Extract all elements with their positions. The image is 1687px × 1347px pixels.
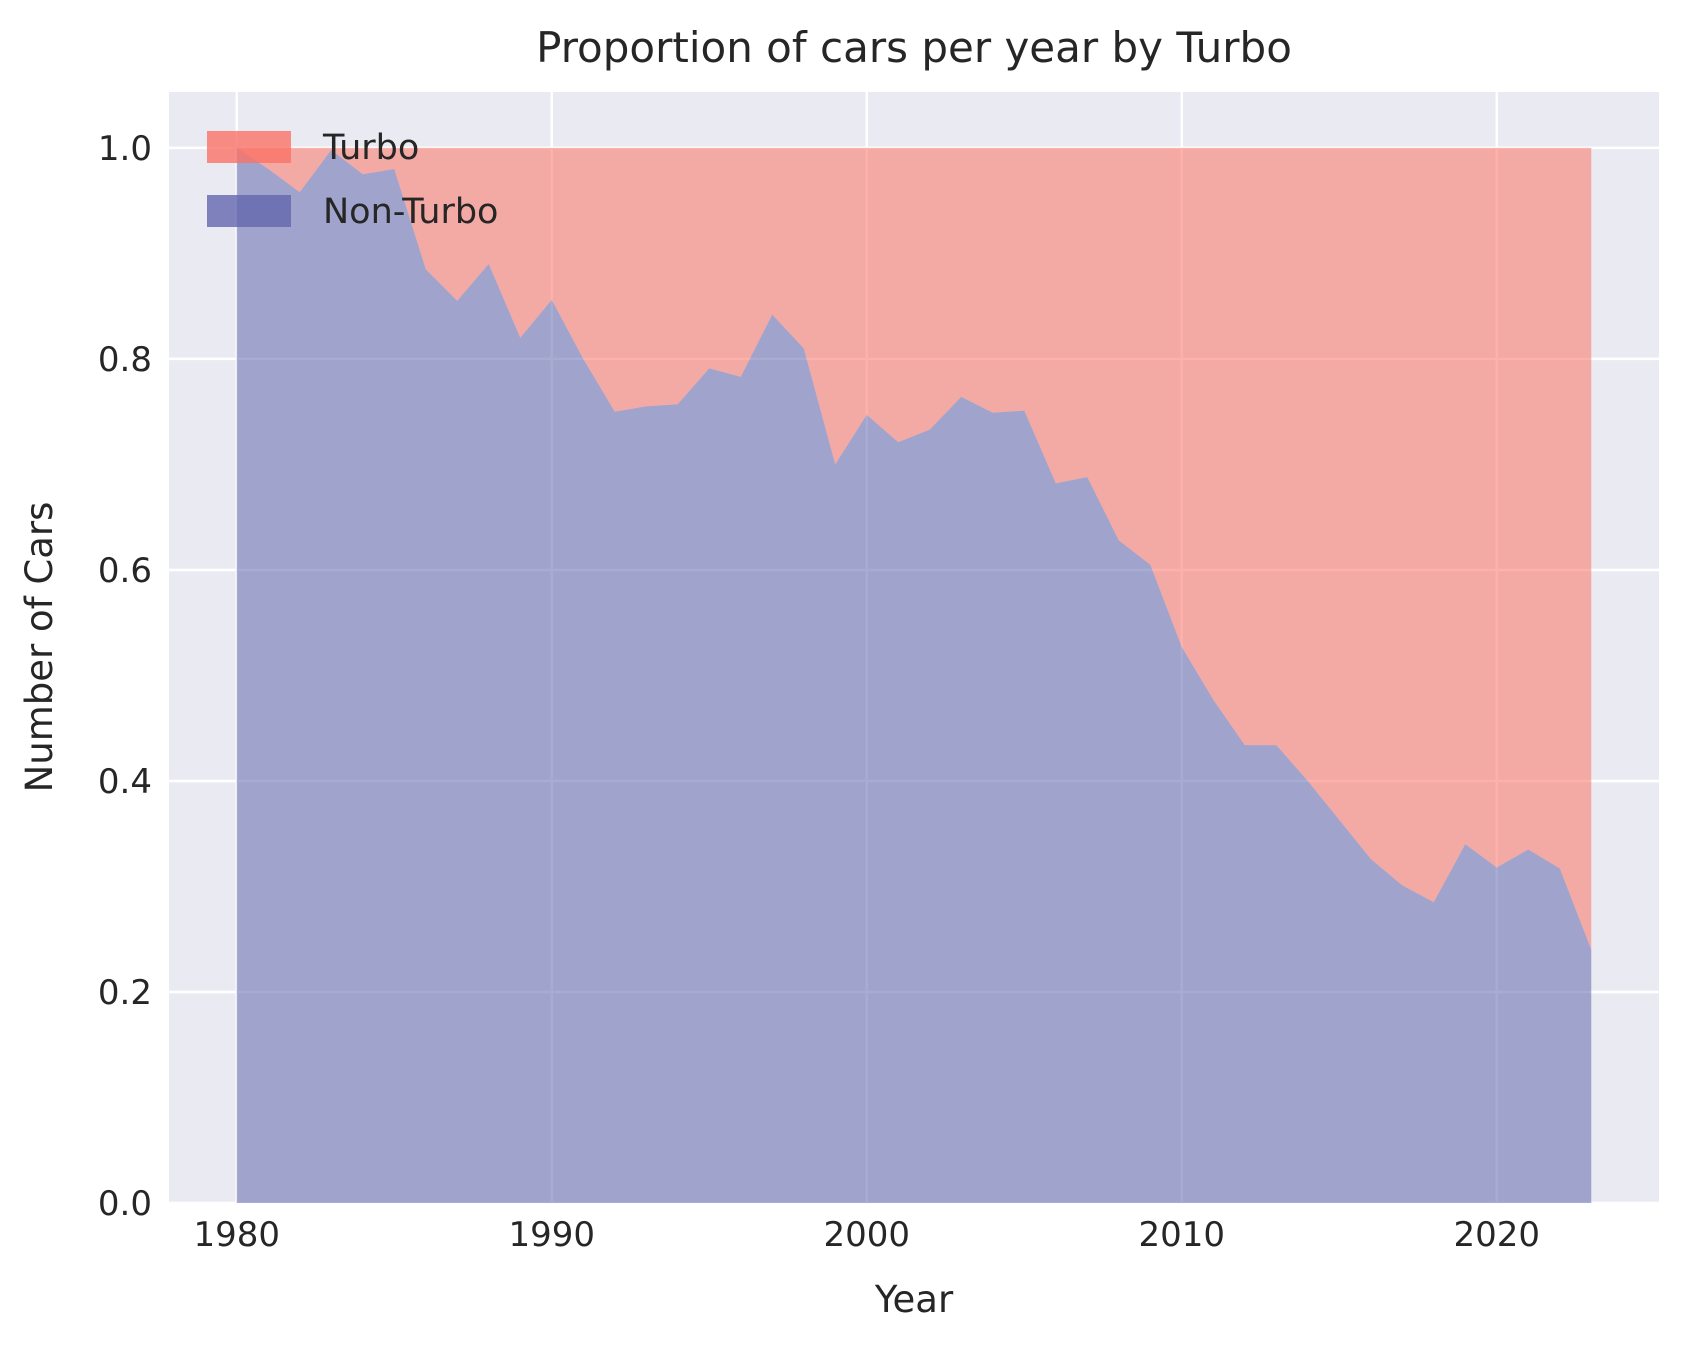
x-tick-label: 2020 (1454, 1215, 1541, 1255)
y-tick-label: 0.0 (98, 1184, 152, 1224)
x-tick-label: 2010 (1138, 1215, 1225, 1255)
x-axis-label: Year (874, 1278, 954, 1321)
legend-swatch-nonturbo (207, 195, 291, 227)
x-tick-label: 1980 (193, 1215, 280, 1255)
area-turbo-series (236, 147, 1592, 950)
x-tick-label: 2000 (823, 1215, 910, 1255)
legend-swatch-turbo (207, 131, 291, 163)
legend-label-turbo: Turbo (322, 128, 419, 168)
x-tick-label: 1990 (508, 1215, 595, 1255)
legend-label-nonturbo: Non-Turbo (323, 192, 498, 232)
chart-title: Proportion of cars per year by Turbo (536, 23, 1292, 72)
x-tick-labels: 1980 1990 2000 2010 2020 (193, 1215, 1540, 1255)
y-tick-labels: 0.0 0.2 0.4 0.6 0.8 1.0 (98, 129, 152, 1224)
y-axis-label: Number of Cars (18, 502, 61, 793)
legend: Turbo Non-Turbo (207, 128, 498, 232)
y-tick-label: 0.8 (98, 340, 152, 380)
area-nonturbo-series (236, 147, 1592, 1203)
y-tick-label: 0.6 (98, 551, 152, 591)
y-tick-label: 0.4 (98, 762, 152, 802)
y-tick-label: 1.0 (98, 129, 152, 169)
y-tick-label: 0.2 (98, 973, 152, 1013)
